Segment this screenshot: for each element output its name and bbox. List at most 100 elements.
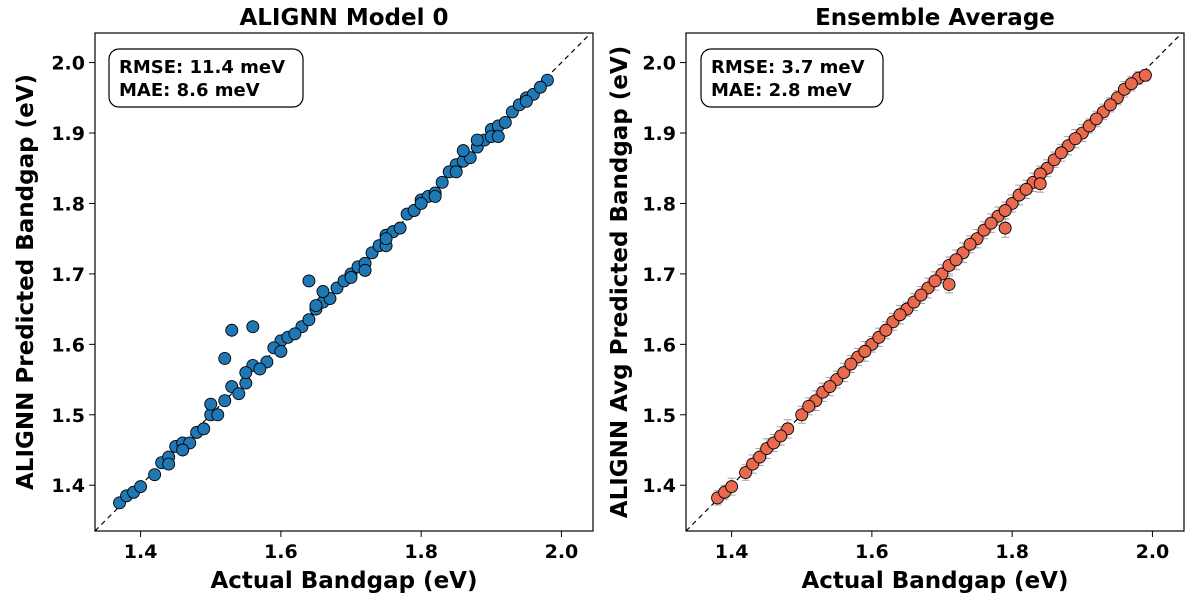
data-point: [470, 133, 484, 147]
data-point: [533, 80, 547, 94]
data-point: [519, 94, 533, 108]
data-point: [739, 466, 753, 479]
data-point: [998, 204, 1012, 217]
data-point: [162, 457, 176, 471]
chart-title: Ensemble Average: [815, 5, 1055, 31]
data-point: [1019, 182, 1033, 196]
data-point: [998, 221, 1012, 235]
data-point: [858, 344, 872, 358]
stats-box: RMSE: 11.4 meV MAE: 8.6 meV: [108, 48, 304, 108]
data-point: [823, 380, 837, 394]
data-point: [498, 116, 512, 129]
data-point: [795, 408, 809, 422]
x-tick-label: 1.6: [264, 541, 298, 563]
x-axis-label: Actual Bandgap (eV): [802, 568, 1069, 594]
data-point: [844, 357, 858, 371]
data-point: [435, 175, 449, 189]
data-point: [225, 323, 239, 337]
x-tick-label: 1.8: [404, 541, 438, 563]
panel-ensemble-average: Ensemble Average 1.4 1.6 1.8 2.0 1.4 1.5 1.6 1.…: [607, 5, 1185, 594]
data-point: [288, 327, 302, 341]
data-point: [302, 274, 316, 288]
data-point: [218, 351, 232, 365]
mae-label: MAE: 2.8 meV: [711, 80, 852, 101]
y-tick-label: 2.0: [51, 53, 85, 75]
data-point: [984, 216, 998, 230]
data-point: [753, 450, 767, 464]
data-point: [449, 165, 463, 179]
data-point: [344, 270, 358, 284]
data-point: [725, 480, 739, 494]
data-point: [928, 274, 942, 288]
data-point: [218, 394, 232, 408]
y-tick-label: 1.4: [51, 475, 85, 497]
data-point: [802, 399, 816, 413]
data-point: [239, 366, 253, 379]
data-point: [893, 308, 907, 322]
plot-frame: [685, 32, 1185, 532]
data-point: [379, 232, 393, 246]
data-point: [302, 313, 316, 327]
y-tick-label: 1.6: [51, 334, 85, 356]
data-point: [1103, 98, 1117, 112]
stats-box: RMSE: 3.7 meV MAE: 2.8 meV: [700, 48, 884, 108]
data-point: [1138, 68, 1152, 82]
x-tick-label: 2.0: [545, 541, 579, 563]
y-tick-label: 1.9: [642, 123, 676, 145]
rmse-label: RMSE: 3.7 meV: [711, 57, 865, 78]
y-axis-label: ALIGNN Avg Predicted Bandgap (eV): [607, 46, 633, 518]
data-point: [949, 253, 963, 267]
y-tick-label: 1.5: [642, 405, 676, 427]
y-tick-label: 1.4: [642, 475, 676, 497]
x-tick-label: 1.8: [995, 541, 1029, 563]
data-point: [253, 362, 267, 376]
y-tick-label: 1.5: [51, 405, 85, 427]
y-tick-label: 1.8: [642, 193, 676, 215]
data-point: [428, 189, 442, 203]
data-point: [393, 221, 407, 235]
data-point: [176, 443, 190, 457]
x-tick-label: 1.6: [855, 541, 889, 563]
plot-frame: [94, 32, 594, 532]
x-tick-label: 1.4: [715, 541, 749, 563]
data-point: [1068, 132, 1082, 146]
chart-title: ALIGNN Model 0: [239, 5, 448, 31]
x-tick-label: 2.0: [1136, 541, 1170, 563]
data-point: [316, 285, 330, 298]
data-point: [358, 263, 372, 277]
data-point: [148, 468, 162, 482]
data-point: [1124, 77, 1138, 91]
y-tick-label: 1.6: [642, 334, 676, 356]
y-tick-label: 1.7: [642, 264, 676, 286]
data-point: [837, 366, 851, 379]
data-point: [774, 429, 788, 443]
data-point: [246, 320, 260, 334]
y-tick-label: 1.7: [51, 264, 85, 286]
data-point: [309, 299, 323, 313]
y-tick-label: 1.8: [51, 193, 85, 215]
rmse-label: RMSE: 11.4 meV: [119, 57, 285, 78]
x-tick-label: 1.4: [124, 541, 158, 563]
data-point: [1089, 112, 1103, 126]
data-point: [204, 397, 218, 411]
data-point: [414, 197, 428, 210]
y-tick-label: 2.0: [642, 53, 676, 75]
data-point: [274, 344, 288, 358]
panel-alignn-model-0: ALIGNN Model 0 1.4 1.6 1.8 2.0 1.4 1.5 1.6 1.7 1…: [13, 5, 594, 594]
y-tick-label: 1.9: [51, 123, 85, 145]
data-point: [456, 144, 470, 158]
data-point: [879, 323, 893, 337]
data-point: [491, 130, 505, 143]
data-point: [211, 408, 225, 422]
x-axis-label: Actual Bandgap (eV): [211, 568, 478, 594]
mae-label: MAE: 8.6 meV: [119, 80, 260, 101]
data-point: [942, 278, 956, 291]
data-point: [914, 288, 928, 302]
y-axis-label: ALIGNN Predicted Bandgap (eV): [13, 74, 39, 490]
data-point: [232, 387, 246, 401]
data-point: [963, 237, 977, 251]
data-point: [197, 422, 211, 436]
data-point: [1054, 146, 1068, 160]
data-point: [134, 480, 148, 494]
